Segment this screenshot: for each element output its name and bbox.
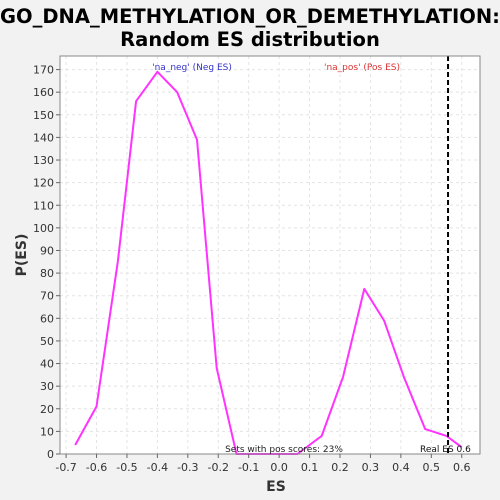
- x-axis: -0.7 -0.6 -0.5 -0.4 -0.3 -0.2 -0.1 0.0 0.1 0.2 0.3…: [55, 454, 470, 474]
- pos-es-label: 'na_pos' (Pos ES): [324, 63, 400, 73]
- chart-title-line1: GO_DNA_METHYLATION_OR_DEMETHYLATION:: [0, 5, 500, 28]
- x-tick-label: 0.6: [453, 461, 471, 474]
- x-tick-label: 0.3: [362, 461, 380, 474]
- y-tick-label: 160: [33, 86, 54, 99]
- x-tick-label: 0.1: [301, 461, 319, 474]
- y-tick-label: 140: [33, 131, 54, 144]
- x-tick-label: -0.6: [86, 461, 107, 474]
- x-tick-label: -0.4: [147, 461, 168, 474]
- x-tick-label: 0.2: [331, 461, 349, 474]
- y-tick-label: 30: [40, 380, 54, 393]
- y-tick-label: 60: [40, 312, 54, 325]
- y-tick-label: 130: [33, 154, 54, 167]
- y-tick-label: 70: [40, 290, 54, 303]
- x-tick-label: 0.4: [392, 461, 410, 474]
- y-tick-label: 90: [40, 244, 54, 257]
- real-es-label: Real ES 0.6: [420, 445, 471, 455]
- pos-scores-label: Sets with pos scores: 23%: [225, 445, 343, 455]
- y-axis-label: P(ES): [14, 234, 30, 277]
- grid-lines: [60, 56, 480, 455]
- plot-area: [60, 56, 480, 454]
- y-tick-label: 10: [40, 425, 54, 438]
- neg-es-label: 'na_neg' (Neg ES): [152, 63, 232, 73]
- x-tick-label: -0.5: [116, 461, 137, 474]
- plot-border: [59, 55, 481, 455]
- y-axis: 0 10 20 30 40 50 60 70 80 90 100 110 120 130 140 150 160…: [33, 64, 60, 461]
- y-tick-label: 0: [47, 448, 54, 461]
- x-tick-label: 0.0: [270, 461, 288, 474]
- x-tick-label: -0.3: [177, 461, 198, 474]
- x-tick-label: -0.1: [238, 461, 259, 474]
- y-tick-label: 20: [40, 403, 54, 416]
- x-tick-label: 0.5: [423, 461, 441, 474]
- y-tick-label: 150: [33, 109, 54, 122]
- marker-layer: Real ES 0.6: [420, 56, 471, 455]
- x-axis-label: ES: [266, 479, 286, 495]
- y-tick-label: 170: [33, 64, 54, 77]
- y-tick-label: 50: [40, 335, 54, 348]
- y-tick-label: 110: [33, 199, 54, 212]
- x-tick-label: -0.7: [55, 461, 76, 474]
- y-tick-label: 100: [33, 222, 54, 235]
- y-tick-label: 40: [40, 358, 54, 371]
- chart-title-line2: Random ES distribution: [120, 28, 380, 51]
- y-tick-label: 120: [33, 177, 54, 190]
- y-tick-label: 80: [40, 267, 54, 280]
- x-tick-label: -0.2: [208, 461, 229, 474]
